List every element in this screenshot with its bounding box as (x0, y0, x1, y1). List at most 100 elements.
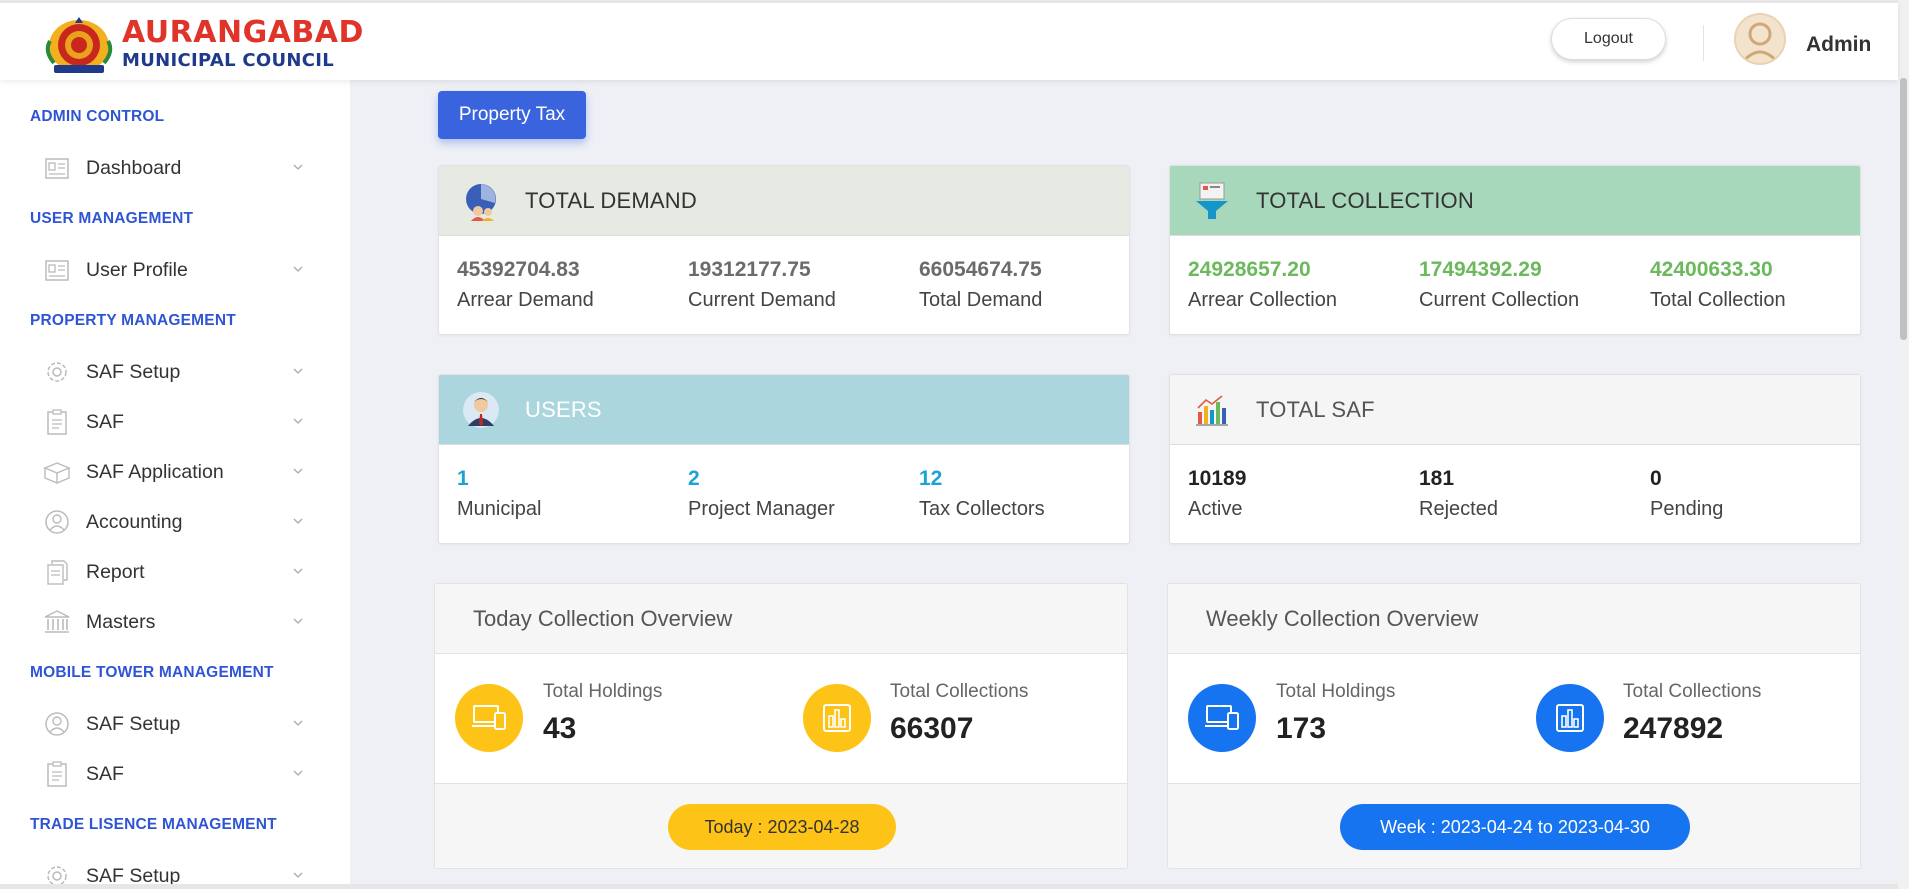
stat-total-collection: 42400633.30 Total Collection (1650, 258, 1786, 312)
sidebar-item-label: SAF Application (86, 460, 224, 483)
logo-subtitle: MUNICIPAL COUNCIL (122, 50, 335, 71)
stat-pending: 0 Pending (1650, 467, 1723, 521)
stat-label: Municipal (457, 498, 542, 520)
stat-current-demand: 19312177.75 Current Demand (688, 258, 836, 312)
chevron-down-icon (293, 618, 303, 624)
collections-label: Total Collections (890, 681, 1029, 702)
chevron-down-icon (293, 164, 303, 170)
holdings-badge (455, 684, 523, 752)
top-header: AURANGABAD MUNICIPAL COUNCIL Logout Admi… (0, 0, 1898, 80)
avatar[interactable] (1734, 13, 1786, 65)
sidebar-item-report[interactable]: Report (42, 554, 312, 590)
stat-value: 181 (1419, 467, 1455, 490)
sidebar-item-user-profile[interactable]: User Profile (42, 252, 312, 288)
stat-active: 10189 Active (1188, 467, 1246, 521)
sidebar-item-saf[interactable]: SAF (42, 404, 312, 440)
document-icon (42, 557, 72, 587)
stat-label: Total Collection (1650, 289, 1786, 311)
card-header: TOTAL COLLECTION (1170, 166, 1860, 236)
sidebar-item-label: Accounting (86, 510, 183, 533)
stat-value: 24928657.20 (1188, 258, 1311, 281)
card-body: 1 Municipal 2 Project Manager 12 Tax Col… (439, 445, 1129, 543)
sidebar-item-accounting[interactable]: Accounting (42, 504, 312, 540)
stat-label: Total Demand (919, 289, 1043, 311)
clipboard-icon (42, 407, 72, 437)
holdings-value: 173 (1276, 712, 1327, 745)
scrollbar-thumb[interactable] (1900, 78, 1907, 340)
stat-municipal: 1 Municipal (457, 467, 541, 521)
collections-value: 247892 (1623, 712, 1724, 745)
card-body: 24928657.20 Arrear Collection 17494392.2… (1170, 236, 1860, 334)
stat-current-collection: 17494392.29 Current Collection (1419, 258, 1579, 312)
card-header: TOTAL DEMAND (439, 166, 1129, 236)
chart-box-icon (1556, 704, 1584, 732)
collections-badge (803, 684, 871, 752)
sidebar-item-masters[interactable]: Masters (42, 604, 312, 640)
pie-chart-people-icon (466, 183, 496, 221)
sidebar-item-trade-saf-setup[interactable]: SAF Setup (42, 858, 312, 889)
stat-label: Rejected (1419, 498, 1498, 520)
clipboard-icon (42, 759, 72, 789)
sidebar-item-saf-application[interactable]: SAF Application (42, 454, 312, 490)
sidebar-item-label: SAF Setup (86, 864, 181, 887)
chevron-down-icon (293, 418, 303, 424)
card-title: TOTAL SAF (1256, 396, 1375, 422)
card-body: 45392704.83 Arrear Demand 19312177.75 Cu… (439, 236, 1129, 334)
logo[interactable]: AURANGABAD MUNICIPAL COUNCIL (40, 11, 364, 77)
sidebar-item-saf-setup[interactable]: SAF Setup (42, 354, 312, 390)
overview-footer: Week : 2023-04-24 to 2023-04-30 (1168, 784, 1860, 868)
businessman-icon (463, 391, 499, 428)
collections-value: 66307 (890, 712, 974, 745)
sidebar-item-tower-saf[interactable]: SAF (42, 756, 312, 792)
stat-label: Tax Collectors (919, 498, 1045, 520)
overview-title: Today Collection Overview (435, 584, 1127, 654)
stat-rejected: 181 Rejected (1419, 467, 1498, 521)
stat-value: 17494392.29 (1419, 258, 1542, 281)
overview-title: Weekly Collection Overview (1168, 584, 1860, 654)
holdings-label: Total Holdings (1276, 681, 1396, 702)
overview-footer: Today : 2023-04-28 (435, 784, 1127, 868)
weekly-collection-overview: Weekly Collection Overview Total Holding… (1167, 583, 1861, 869)
total-saf-card: TOTAL SAF 10189 Active 181 Rejected 0 Pe… (1169, 374, 1861, 544)
stat-value: 42400633.30 (1650, 258, 1773, 281)
stat-total-demand: 66054674.75 Total Demand (919, 258, 1042, 312)
stat-value: 10189 (1188, 467, 1247, 490)
stat-value: 66054674.75 (919, 258, 1042, 281)
vertical-scrollbar[interactable] (1898, 0, 1909, 889)
chevron-down-icon (293, 368, 303, 374)
property-tax-button[interactable]: Property Tax (438, 91, 586, 139)
card-title: TOTAL DEMAND (525, 187, 697, 213)
sidebar-item-tower-saf-setup[interactable]: SAF Setup (42, 706, 312, 742)
box-icon (42, 457, 72, 487)
stat-label: Pending (1650, 498, 1724, 520)
overview-body: Total Holdings 173 Total Collections 247… (1168, 654, 1860, 784)
collections-badge (1536, 684, 1604, 752)
devices-icon (472, 705, 506, 730)
sidebar-item-dashboard[interactable]: Dashboard (42, 150, 312, 186)
user-name[interactable]: Admin (1806, 33, 1872, 56)
horizontal-scrollbar[interactable] (0, 884, 1898, 889)
section-user-management: USER MANAGEMENT (30, 210, 194, 227)
holdings-badge (1188, 684, 1256, 752)
logout-button[interactable]: Logout (1551, 18, 1666, 60)
chevron-down-icon (293, 266, 303, 272)
sidebar-item-label: User Profile (86, 258, 188, 281)
card-title: TOTAL COLLECTION (1256, 187, 1474, 213)
holdings-label: Total Holdings (543, 681, 663, 702)
total-demand-card: TOTAL DEMAND 45392704.83 Arrear Demand 1… (438, 165, 1130, 335)
stat-arrear-demand: 45392704.83 Arrear Demand (457, 258, 594, 312)
stat-value: 19312177.75 (688, 258, 811, 281)
stat-tax-collectors: 12 Tax Collectors (919, 467, 1045, 521)
stat-label: Current Collection (1419, 289, 1580, 311)
holdings-value: 43 (543, 712, 577, 745)
stat-value: 0 (1650, 467, 1662, 490)
stat-value: 12 (919, 467, 943, 490)
chevron-down-icon (293, 770, 303, 776)
chevron-down-icon (293, 518, 303, 524)
devices-icon (1205, 705, 1239, 730)
user-avatar-icon (1740, 22, 1780, 63)
chart-box-icon (823, 704, 851, 732)
stat-value: 45392704.83 (457, 258, 580, 281)
section-property-management: PROPERTY MANAGEMENT (30, 312, 236, 329)
bank-icon (42, 607, 72, 637)
